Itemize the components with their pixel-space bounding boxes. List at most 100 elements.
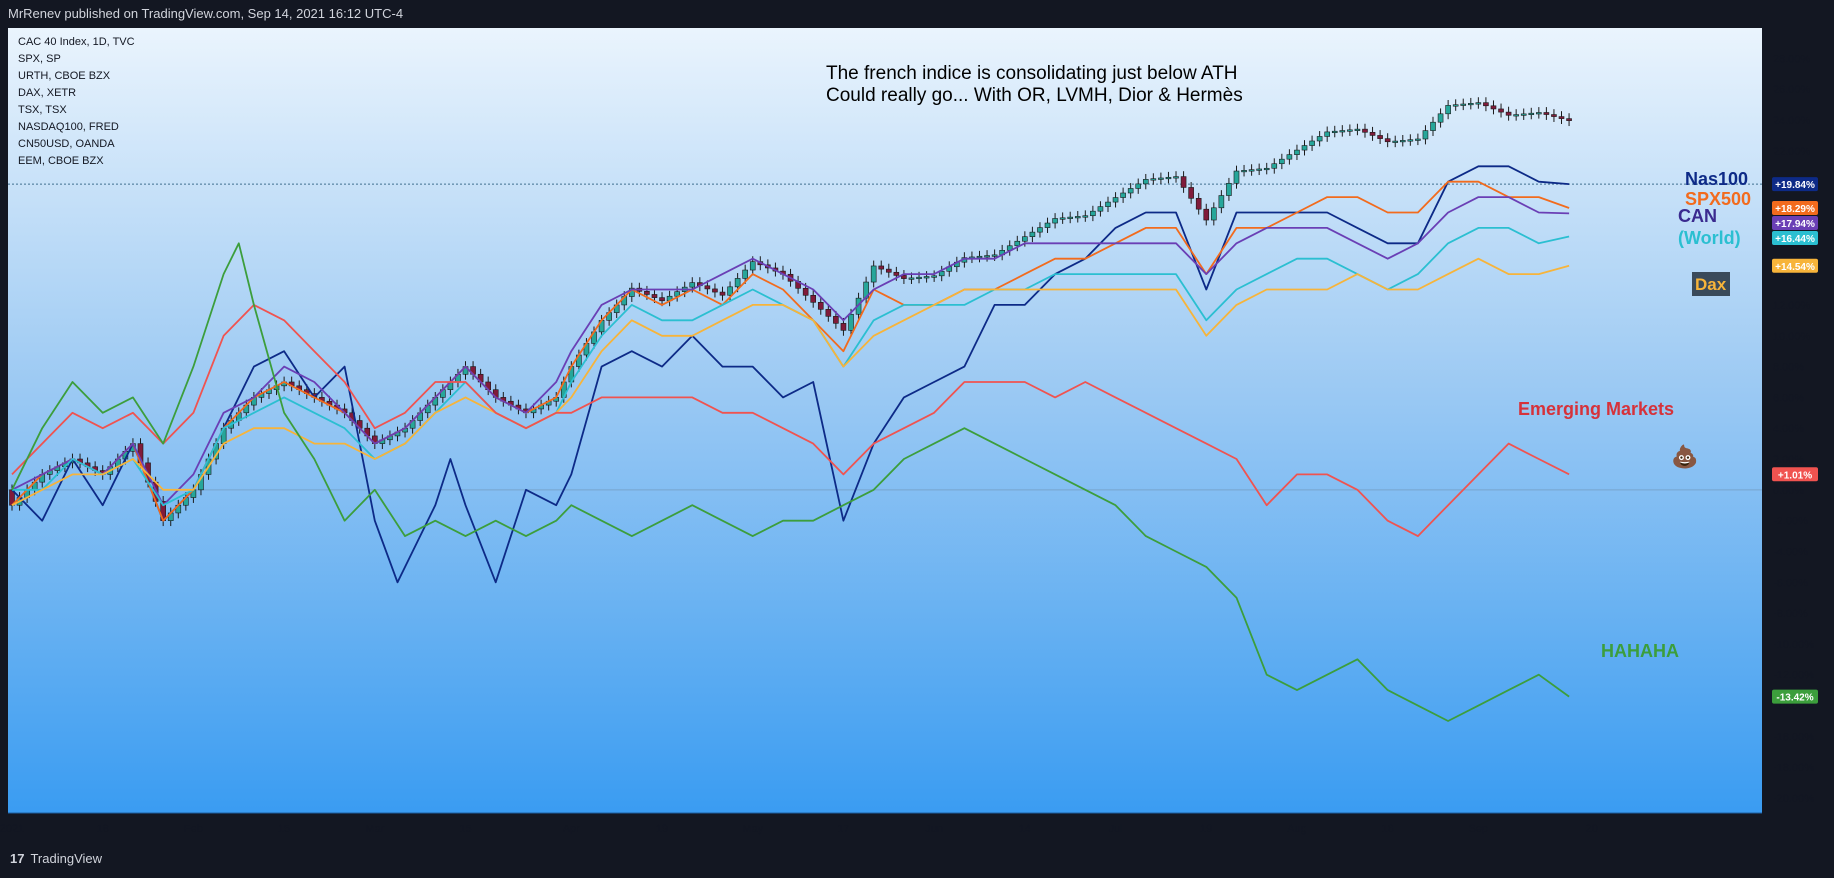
header-text: MrRenev published on TradingView.com, Se… [8, 6, 404, 21]
badge-text: +18.29% [1775, 204, 1815, 215]
candle-body [1135, 183, 1142, 189]
candle-body [1460, 103, 1467, 106]
candle-body [1241, 170, 1247, 173]
candle-body [833, 316, 839, 324]
candle-body [1052, 218, 1058, 224]
candle-body [908, 277, 915, 280]
candle-body [1211, 207, 1217, 221]
badge-dax [1772, 258, 1818, 273]
legend-item: SPX, SP [18, 53, 61, 65]
plot-background [8, 28, 1762, 813]
candle-body [1437, 113, 1444, 123]
candle-body [1105, 201, 1111, 207]
badge-nasdaq100 [1772, 177, 1818, 192]
candle-body [1422, 130, 1429, 140]
badge-text: +19.84% [1775, 180, 1815, 191]
legend-item: CAC 40 Index, 1D, TVC [18, 36, 135, 48]
candle-body [885, 268, 892, 273]
y-tick-label: 10.00% [1773, 331, 1811, 343]
candle-body [1528, 112, 1535, 115]
candle-body [1112, 197, 1119, 203]
candle-body [1347, 129, 1353, 132]
chart-area[interactable]: 28.00%26.00%24.00%22.00%20.00%18.00%16.0… [0, 28, 1834, 840]
x-tick-label: Feb [184, 823, 203, 835]
last-value-badges: +19.84% +18.29% +17.94% +16.44% +14.54% +1.01… [1772, 177, 1818, 704]
candle-body [1415, 138, 1421, 141]
candle-body [1097, 206, 1104, 212]
badge-text: +16.44% [1775, 234, 1815, 245]
candle-body [1037, 227, 1043, 233]
candle-body [1233, 170, 1240, 184]
candle-body [1543, 112, 1550, 115]
y-tick-label: 6.00% [1773, 392, 1804, 404]
y-tick-label: 4.00% [1773, 423, 1804, 435]
candle-body [1218, 195, 1225, 209]
series-lines [11, 165, 1570, 722]
x-tick-label: 18 [97, 823, 109, 835]
candle-body [1014, 240, 1021, 247]
legend-item: TSX, TSX [18, 104, 67, 116]
candle-body [1475, 102, 1482, 105]
y-tick-label: 26.00% [1773, 84, 1811, 96]
legend-item: URTH, CBOE BZX [18, 70, 111, 82]
candle-body [1354, 128, 1361, 131]
candle-body [719, 291, 726, 296]
candle-body [1263, 167, 1270, 171]
candle-body [1226, 182, 1232, 196]
badge-tsx [1772, 216, 1818, 231]
candle-body [1399, 140, 1406, 143]
label-hahaha: HAHAHA [1601, 641, 1679, 661]
x-tick-label: 17 [837, 823, 849, 835]
x-tick-label: 19 [1200, 823, 1212, 835]
candle-body [931, 275, 937, 278]
x-tick-label: 16 [1382, 823, 1394, 835]
x-tick-label: 2021 [0, 823, 24, 835]
badge-cn50usd [1772, 689, 1818, 704]
candle-body [1082, 215, 1089, 218]
candle-body [1248, 169, 1255, 172]
label-nas100: Nas100 [1685, 169, 1748, 189]
publisher-header: MrRenev published on TradingView.com, Se… [0, 0, 1834, 28]
badge-spx [1772, 201, 1818, 216]
candle-body [1022, 236, 1028, 242]
x-tick-label: Jun [925, 823, 943, 835]
candle-body [878, 265, 885, 270]
candle-body [1142, 179, 1149, 185]
candle-body [1331, 130, 1338, 134]
candle-body [659, 297, 665, 302]
y-tick-label: -10.00% [1773, 639, 1814, 651]
candle-body [1536, 112, 1542, 115]
candle-body [734, 278, 741, 288]
label-spx500: SPX500 [1685, 189, 1751, 209]
series-line-dax [11, 257, 1570, 507]
y-tick-label: -8.00% [1773, 608, 1808, 620]
candle-body [1090, 210, 1096, 217]
candle-body [651, 294, 658, 298]
poop-icon: 💩 [1671, 444, 1698, 469]
candle-body [1483, 102, 1489, 107]
candle-body [1271, 163, 1278, 169]
candle-body [916, 276, 922, 280]
annotation-line-2: Could really go... With OR, LVMH, Dior &… [826, 85, 1243, 106]
candle-body [1445, 105, 1451, 115]
candle-body [727, 286, 733, 296]
x-tick-label: 20 [1586, 823, 1598, 835]
y-tick-label: -6.00% [1773, 577, 1808, 589]
tradingview-brand[interactable]: TradingView [30, 851, 103, 866]
candle-body [1324, 131, 1330, 137]
candle-body [802, 287, 809, 296]
label-can: CAN [1678, 206, 1717, 226]
x-tick-label: 19 [656, 823, 668, 835]
candle-body [704, 285, 711, 290]
candle-body [1301, 145, 1308, 151]
candle-body [1044, 222, 1051, 228]
y-tick-label: -18.00% [1773, 762, 1814, 774]
candle-body [1165, 176, 1172, 180]
y-tick-label: 0.00% [1773, 485, 1804, 497]
candle-body [1180, 176, 1187, 188]
candle-body [1520, 113, 1527, 116]
candle-body [1029, 231, 1036, 237]
series-line-cn50usd [11, 242, 1570, 722]
y-tick-label: -2.00% [1773, 516, 1808, 528]
